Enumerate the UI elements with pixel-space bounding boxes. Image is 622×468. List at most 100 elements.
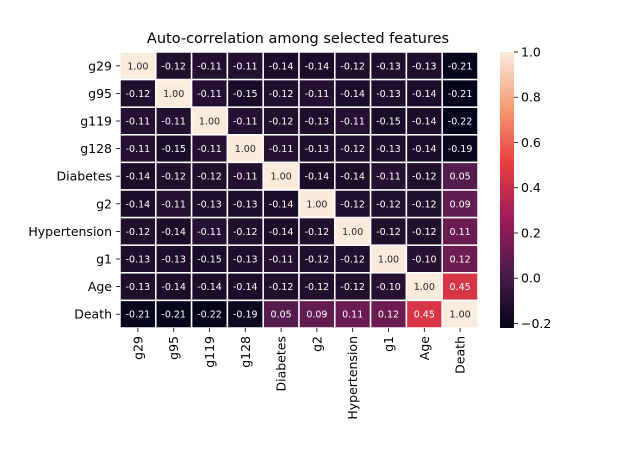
cell-value-label: 1.00: [378, 255, 399, 266]
row-label: Death: [74, 307, 112, 322]
cell-value-label: -0.14: [126, 199, 151, 210]
heatmap-cell: [262, 272, 300, 302]
cell-value-label: -0.11: [233, 117, 258, 128]
row-label: g29: [88, 58, 112, 73]
cell-value-label: 0.11: [342, 310, 363, 321]
heatmap-cell: [226, 244, 264, 274]
cell-value-label: -0.19: [448, 144, 473, 155]
cell-value-label: -0.12: [233, 227, 258, 238]
cell-value-label: -0.21: [161, 310, 186, 321]
heatmap-cell: [334, 216, 372, 246]
cell-value-label: -0.14: [412, 117, 437, 128]
row-label: g128: [80, 141, 112, 156]
cell-value-label: -0.15: [376, 117, 401, 128]
cell-value-label: 1.00: [450, 310, 471, 321]
heatmap-cell: [334, 134, 372, 164]
cell-value-label: -0.14: [126, 172, 151, 183]
cell-value-label: -0.12: [376, 227, 401, 238]
row-labels: g29 g95 g119 g128 Diabetes g2 Hypertension g1 Ag…: [28, 58, 120, 322]
cell-value-label: -0.12: [161, 61, 186, 72]
colorbar-tick-label: 0.2: [521, 225, 541, 240]
cell-value-label: -0.21: [448, 61, 473, 72]
cell-value-label: 1.00: [271, 172, 292, 183]
colorbar-tick-label: 0.4: [521, 180, 541, 195]
heatmap-cell: [369, 272, 408, 302]
cell-value-label: 1.00: [235, 144, 256, 155]
cell-value-label: -0.12: [305, 227, 330, 238]
cell-value-label: -0.19: [233, 310, 258, 321]
colorbar-gradient: [500, 52, 514, 328]
cell-value-label: -0.15: [233, 89, 258, 100]
cell-value-label: -0.11: [197, 61, 222, 72]
row-label: Hypertension: [28, 224, 112, 239]
cell-value-label: -0.11: [126, 117, 151, 128]
cell-value-label: 0.45: [450, 282, 471, 293]
cell-value-label: -0.11: [197, 89, 222, 100]
cell-value-label: 0.09: [450, 199, 471, 210]
cell-value-label: -0.21: [448, 89, 473, 100]
cell-value-label: -0.21: [126, 310, 151, 321]
cell-value-label: -0.11: [197, 144, 222, 155]
cell-value-label: -0.13: [376, 61, 401, 72]
heatmap-cell: [226, 216, 264, 246]
cell-value-label: -0.12: [340, 255, 365, 266]
cell-value-label: -0.11: [269, 255, 294, 266]
heatmap-cell: [405, 299, 443, 329]
cell-value-label: -0.13: [233, 255, 258, 266]
cell-value-label: -0.11: [305, 89, 330, 100]
heatmap-cell: [441, 299, 479, 329]
heatmap-cell: [119, 134, 157, 164]
cell-value-label: -0.11: [269, 144, 294, 155]
cell-value-label: -0.13: [376, 144, 401, 155]
heatmap-cell: [298, 78, 336, 108]
cell-value-label: 1.00: [306, 199, 327, 210]
heatmap-cell: [441, 161, 479, 191]
cell-value-label: 1.00: [414, 282, 435, 293]
column-labels: g29 g95 g119 g128 Diabetes g2 Hypertension g1 Ag…: [130, 328, 468, 420]
cell-value-label: -0.13: [126, 282, 151, 293]
column-label: Hypertension: [345, 336, 360, 420]
cell-value-label: -0.12: [197, 172, 222, 183]
heatmap-cell: [155, 78, 193, 108]
heatmap-cell: [441, 216, 479, 246]
heatmap-cell: [405, 78, 443, 108]
cell-value-label: -0.12: [376, 199, 401, 210]
heatmap-cell: [405, 272, 443, 302]
cell-value-label: -0.12: [126, 227, 151, 238]
column-label: g119: [202, 336, 217, 368]
cell-value-label: 0.11: [450, 227, 471, 238]
cell-value-label: -0.14: [305, 61, 330, 72]
cell-value-label: -0.12: [412, 199, 437, 210]
colorbar-tick-label: 1.0: [521, 45, 541, 60]
cell-value-label: -0.13: [305, 117, 330, 128]
cell-value-label: -0.11: [233, 61, 258, 72]
heatmap-cell: [441, 272, 479, 302]
cell-value-label: -0.12: [340, 282, 365, 293]
column-label: g128: [238, 336, 253, 368]
heatmap-cell: [298, 299, 336, 329]
colorbar: −0.2 0.0 0.2 0.4 0.6 0.8 1.0: [500, 45, 551, 331]
row-label: g119: [80, 114, 112, 129]
heatmap-cell: [119, 299, 157, 329]
cell-value-label: -0.10: [376, 282, 401, 293]
cell-value-label: 0.05: [450, 172, 471, 183]
heatmap-cell: [298, 216, 336, 246]
cell-value-label: 0.12: [450, 255, 471, 266]
cell-value-label: -0.11: [161, 117, 186, 128]
heatmap-cell: [334, 106, 372, 136]
cell-value-label: -0.12: [269, 89, 294, 100]
row-label: g1: [96, 252, 112, 267]
cell-value-label: -0.15: [161, 144, 186, 155]
cell-value-label: -0.11: [376, 172, 401, 183]
cell-value-label: 0.09: [306, 310, 327, 321]
heatmap-cell: [369, 51, 408, 81]
column-label: g1: [381, 336, 396, 352]
heatmap-cell: [441, 106, 479, 136]
cell-value-label: -0.14: [412, 89, 437, 100]
cell-value-label: -0.13: [233, 199, 258, 210]
heatmap-cell: [369, 244, 408, 274]
heatmap-cell: [405, 244, 443, 274]
cell-value-label: 1.00: [342, 227, 363, 238]
